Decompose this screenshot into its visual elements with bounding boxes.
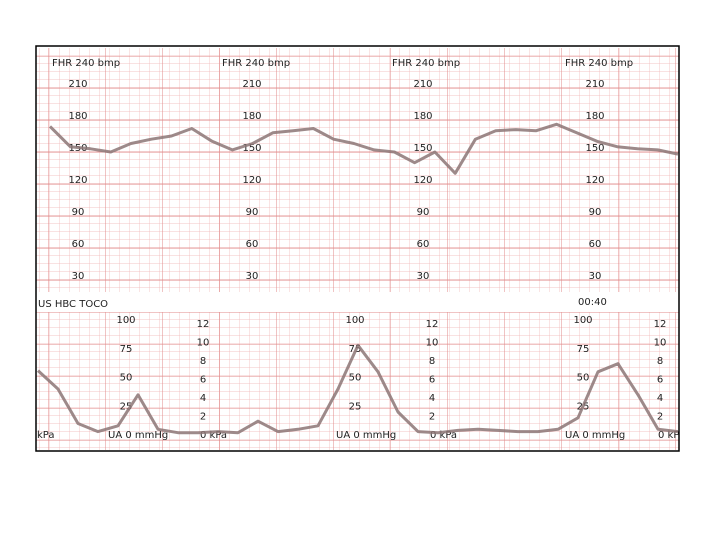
y-tick-label: 50	[120, 373, 133, 384]
y-zero-label: UA 0 mmHg	[336, 430, 396, 441]
fhr-scale-label: FHR 240 bmp	[52, 58, 120, 69]
y-tick-label: 30	[589, 271, 602, 282]
y-tick-label: 120	[242, 175, 261, 186]
y-tick-label: 50	[577, 373, 590, 384]
ua-major-grid	[36, 312, 679, 450]
y-tick-label: 120	[413, 175, 432, 186]
fhr-major-grid	[36, 48, 679, 292]
y-zero-label: UA 0 mmHg	[565, 430, 625, 441]
y-tick-label: 150	[413, 143, 432, 154]
trace	[48, 122, 679, 175]
y2-tick-label: 4	[200, 393, 206, 404]
y-tick-label: 75	[577, 344, 590, 355]
y-tick-label: 180	[242, 111, 261, 122]
y-tick-label: 60	[417, 239, 430, 250]
y2-tick-label: 2	[429, 412, 435, 423]
y-tick-label: 60	[72, 239, 85, 250]
y-tick-label: 210	[413, 79, 432, 90]
y-tick-label: 90	[246, 207, 259, 218]
y-tick-label: 30	[72, 271, 85, 282]
frame	[35, 45, 680, 452]
y2-tick-label: 12	[426, 319, 439, 330]
y2-tick-label: 12	[654, 319, 667, 330]
y2-tick-label: 6	[200, 375, 206, 386]
y-tick-label: 60	[246, 239, 259, 250]
y-tick-label: 30	[417, 271, 430, 282]
y-tick-label: 120	[585, 175, 604, 186]
y2-tick-label: 6	[657, 375, 663, 386]
y-tick-label: 120	[68, 175, 87, 186]
y-tick-label: 25	[349, 401, 362, 412]
y2-zero-label: 0 kPa	[200, 430, 227, 441]
y-tick-label: 75	[120, 344, 133, 355]
trace	[36, 343, 679, 435]
y-tick-label: 150	[242, 143, 261, 154]
fhr-scale-label: FHR 240 bmp	[222, 58, 290, 69]
y-tick-label: 150	[585, 143, 604, 154]
y2-tick-label: 8	[657, 356, 663, 367]
y-tick-label: 210	[68, 79, 87, 90]
y2-tick-label: 4	[429, 393, 435, 404]
y2-tick-label: 10	[426, 338, 439, 349]
time-label: 00:40	[578, 297, 607, 308]
y-tick-label: 100	[345, 315, 364, 326]
y2-tick-label: 4	[657, 393, 663, 404]
y-tick-label: 180	[68, 111, 87, 122]
y-tick-label: 90	[72, 207, 85, 218]
y-tick-label: 180	[585, 111, 604, 122]
y2-tick-label: 12	[197, 319, 210, 330]
y2-axis-label: kPa	[37, 430, 55, 441]
fhr-scale-label: FHR 240 bmp	[565, 58, 633, 69]
y-tick-label: 210	[585, 79, 604, 90]
y2-tick-label: 2	[200, 412, 206, 423]
y-tick-label: 90	[589, 207, 602, 218]
y-tick-label: 100	[116, 315, 135, 326]
y2-tick-label: 6	[429, 375, 435, 386]
y2-zero-label: 0 kPa	[658, 430, 685, 441]
y2-tick-label: 8	[200, 356, 206, 367]
y-tick-label: 60	[589, 239, 602, 250]
y-tick-label: 180	[413, 111, 432, 122]
y2-zero-label: 0 kPa	[430, 430, 457, 441]
y2-tick-label: 10	[197, 338, 210, 349]
y-zero-label: UA 0 mmHg	[108, 430, 168, 441]
y2-tick-label: 8	[429, 356, 435, 367]
y-tick-label: 90	[417, 207, 430, 218]
y2-tick-label: 2	[657, 412, 663, 423]
y2-tick-label: 10	[654, 338, 667, 349]
y-tick-label: 30	[246, 271, 259, 282]
y-tick-label: 100	[573, 315, 592, 326]
y-tick-label: 25	[120, 401, 133, 412]
panel-title: US HBC TOCO	[38, 299, 108, 310]
y-tick-label: 50	[349, 373, 362, 384]
y-tick-label: 210	[242, 79, 261, 90]
fhr-scale-label: FHR 240 bmp	[392, 58, 460, 69]
